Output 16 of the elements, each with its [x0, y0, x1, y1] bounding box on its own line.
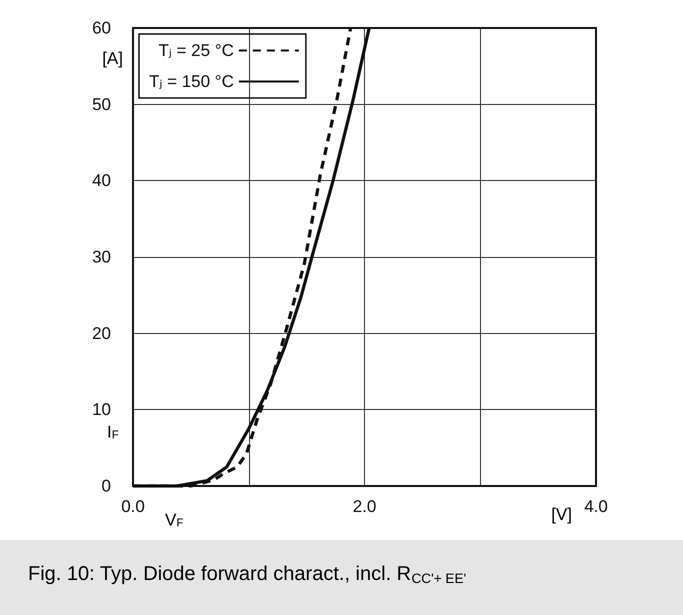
- y-tick-label: 0: [102, 476, 111, 496]
- y-tick-label: 30: [92, 248, 111, 266]
- legend-label: Tⱼ = 150 °C: [148, 72, 234, 91]
- text: [V]: [551, 505, 572, 524]
- x-axis-title: VF: [165, 510, 184, 530]
- y-tick-label: 10: [92, 400, 111, 420]
- x-tick-label: 4.0: [584, 497, 608, 516]
- y-tick-label: 20: [92, 324, 111, 343]
- legend-label: Tⱼ = 25 °C: [158, 41, 234, 60]
- x-tick-label: 2.0: [352, 497, 376, 516]
- y-tick-label: 50: [92, 94, 111, 114]
- y-tick-label: 40: [92, 171, 111, 190]
- x-tick-label: 0.0: [121, 497, 145, 516]
- text: [A]: [102, 49, 123, 68]
- y-axis-title: IF: [107, 422, 119, 442]
- y-tick-label: 60: [92, 18, 111, 38]
